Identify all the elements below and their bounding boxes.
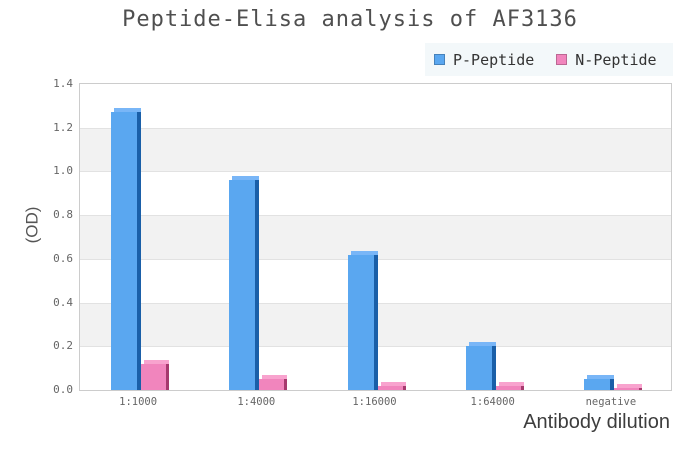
legend-label-n-peptide: N-Peptide: [575, 50, 657, 69]
gridline: [80, 215, 671, 217]
gridline: [80, 171, 671, 173]
x-tick-label: 1:16000: [352, 396, 397, 408]
background-band: [80, 127, 671, 172]
bar-p-peptide-1:4000: [229, 176, 260, 390]
legend-item-p-peptide[interactable]: P-Peptide: [434, 51, 534, 69]
x-tick-label: 1:64000: [470, 396, 515, 408]
y-tick-label: 1.0: [53, 164, 73, 178]
y-tick-label: 1.4: [53, 77, 73, 90]
x-tick-label: negative: [585, 396, 637, 408]
y-tick-label: 0.4: [53, 295, 73, 309]
bar-p-peptide-1:64000: [465, 342, 496, 390]
chart-title: Peptide-Elisa analysis of AF3136: [122, 7, 578, 32]
x-tick-label: 1:4000: [237, 396, 276, 408]
bar-n-peptide-negative: [613, 383, 642, 390]
background-band: [80, 84, 671, 128]
bar-p-peptide-1:1000: [111, 108, 142, 390]
bar-p-peptide-1:16000: [347, 250, 378, 390]
gridline: [80, 127, 671, 129]
legend: P-Peptide N-Peptide: [425, 43, 673, 76]
bar-p-peptide-negative: [583, 375, 614, 390]
y-tick-label: 0.8: [53, 208, 73, 222]
y-tick-label: 0.0: [53, 383, 73, 396]
bar-n-peptide-1:4000: [259, 375, 288, 390]
y-tick-label: 0.6: [53, 251, 73, 265]
legend-marker-n-peptide-icon: [556, 54, 568, 65]
x-axis-label: Antibody dilution: [523, 411, 670, 433]
background-band: [80, 171, 671, 216]
legend-marker-p-peptide-icon: [434, 54, 445, 65]
bar-n-peptide-1:1000: [141, 359, 170, 390]
legend-item-n-peptide[interactable]: N-Peptide: [556, 50, 657, 69]
plot-area: [79, 83, 672, 391]
legend-label-p-peptide: P-Peptide: [453, 50, 535, 69]
bar-n-peptide-1:16000: [377, 381, 406, 390]
y-tick-label: 0.2: [53, 339, 73, 353]
bar-n-peptide-1:64000: [495, 381, 524, 390]
y-tick-label: 1.2: [53, 120, 73, 134]
x-tick-label: 1:1000: [119, 396, 158, 408]
